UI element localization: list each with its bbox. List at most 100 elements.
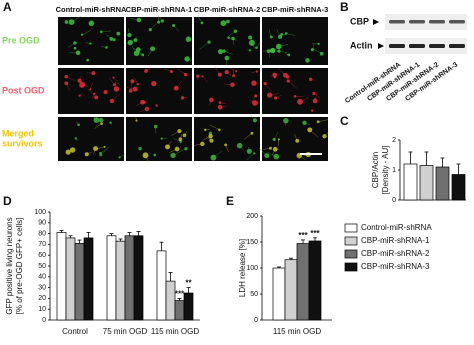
error-bar: [68, 235, 73, 238]
neurite: [182, 97, 188, 99]
neurite: [186, 58, 193, 62]
significance: **: [185, 279, 192, 288]
neurite: [313, 48, 322, 54]
neurite: [310, 79, 315, 81]
neurite: [113, 77, 121, 86]
neurite: [131, 45, 137, 54]
neurite: [251, 71, 257, 73]
neurite: [278, 50, 288, 53]
neurite: [89, 82, 93, 90]
band-arrow: [378, 43, 384, 49]
neurite: [250, 95, 256, 104]
bar: [174, 300, 185, 321]
error-bar: [136, 231, 141, 236]
error-bar: [177, 297, 182, 301]
column-label: Control-miR-shRNA: [56, 5, 127, 14]
column-label: CBP-miR-shRNA-1: [126, 5, 193, 14]
neurite: [269, 93, 279, 96]
neurite: [258, 147, 267, 156]
neurite: [91, 21, 94, 24]
neurite: [82, 84, 89, 87]
cell: [217, 72, 222, 77]
neurite: [96, 146, 105, 150]
band-arrow: [373, 19, 379, 25]
blot: [385, 38, 467, 54]
x-tick-label: Control: [62, 327, 88, 336]
neurite: [209, 99, 212, 106]
neurite: [139, 108, 148, 113]
neurite: [272, 46, 283, 51]
cell: [297, 98, 303, 105]
error-bar: [77, 239, 82, 244]
neurite: [111, 93, 121, 102]
error-bar: [301, 239, 305, 244]
cell: [99, 30, 103, 34]
neurite: [239, 145, 244, 150]
neurite: [100, 46, 107, 48]
neurite: [205, 136, 212, 141]
cell: [142, 152, 149, 159]
neurite: [313, 93, 321, 98]
neurite: [93, 148, 96, 155]
neurite: [220, 105, 228, 108]
legend-label: CBP-miR-shRNA-1: [361, 236, 430, 245]
neurite: [159, 16, 163, 22]
neurite: [243, 133, 253, 140]
neurite: [66, 83, 70, 91]
neurite: [263, 147, 271, 150]
bar: [133, 235, 144, 321]
legend-label: Control-miR-shRNA: [361, 223, 432, 232]
neurite: [75, 138, 79, 142]
neurite: [171, 130, 180, 136]
micrograph: [58, 68, 124, 114]
neurite: [93, 118, 97, 121]
y-tick-label: 50: [250, 291, 258, 298]
neurite: [135, 117, 137, 121]
cell: [140, 99, 145, 105]
neurite: [79, 76, 82, 81]
neurite: [324, 128, 332, 137]
neurite: [105, 90, 108, 93]
bar: [183, 292, 194, 321]
neurite: [268, 51, 270, 58]
neurite: [247, 49, 250, 51]
y-tick-label: 1: [392, 167, 396, 174]
band-label: Actin: [350, 40, 373, 50]
neurite: [276, 29, 281, 37]
error-bar: [86, 232, 91, 238]
neurite: [246, 153, 255, 161]
y-tick-label: 90: [38, 220, 46, 227]
cell: [248, 49, 252, 52]
neurite: [299, 155, 306, 161]
y-tick-label: 80: [38, 230, 46, 237]
micrograph: [126, 68, 192, 114]
neurite: [267, 151, 277, 157]
cell: [64, 20, 69, 24]
error-bar: [159, 241, 164, 251]
cell: [88, 20, 95, 27]
legend-swatch: [344, 236, 358, 246]
y-tick-label: 150: [246, 239, 258, 246]
bar: [296, 243, 310, 321]
y-tick-label: 2: [392, 137, 396, 144]
neurite: [197, 15, 203, 23]
neurite: [175, 81, 182, 89]
neurite: [226, 71, 231, 76]
cell: [200, 21, 204, 25]
neurite: [288, 80, 297, 89]
bar: [435, 166, 450, 201]
cell: [138, 146, 142, 151]
panel-label: B: [340, 0, 349, 14]
y-axis-label: GFP positive living neurons: [5, 217, 14, 314]
blot: [385, 14, 467, 30]
y-axis-label: [% of pre-OGD GFP+ cells]: [15, 218, 24, 315]
neurite: [94, 123, 102, 129]
cell: [93, 117, 100, 124]
neurite: [66, 76, 75, 81]
neurite: [268, 29, 272, 38]
neurite: [272, 149, 276, 156]
bar: [65, 237, 76, 321]
micrograph: [262, 17, 328, 65]
neurite: [228, 37, 237, 41]
bar: [451, 174, 466, 201]
